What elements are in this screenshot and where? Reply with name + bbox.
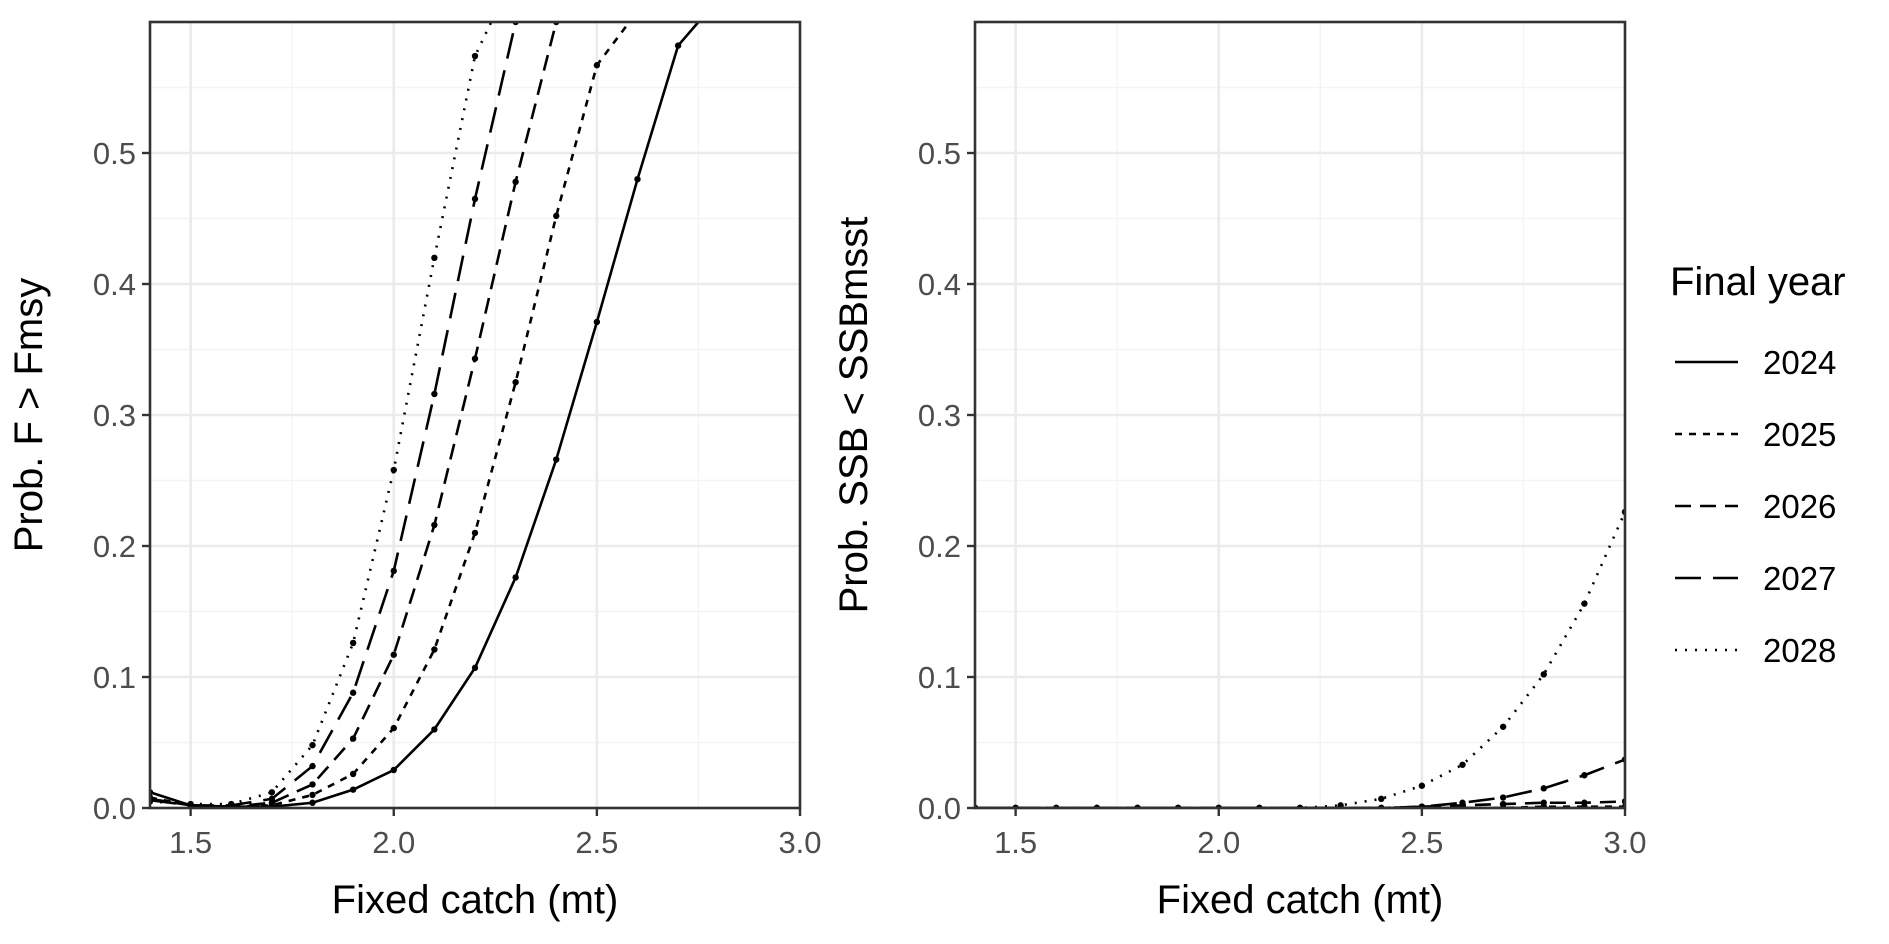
data-point-2026 (309, 781, 316, 788)
x-axis-title: Fixed catch (mt) (332, 878, 619, 922)
data-point-2026 (431, 521, 438, 529)
y-tick-label: 0.5 (93, 136, 136, 171)
data-point-2028 (471, 52, 479, 60)
data-point-2027 (349, 689, 357, 696)
data-point-2025 (553, 212, 560, 220)
legend-title: Final year (1670, 260, 1846, 304)
data-point-2025 (309, 791, 316, 799)
data-point-2028 (187, 800, 194, 808)
y-tick-label: 0.4 (918, 267, 961, 302)
data-point-2027 (471, 195, 479, 203)
legend-label-2027: 2027 (1763, 560, 1836, 597)
data-point-2027 (1540, 785, 1547, 792)
data-point-2027 (268, 795, 276, 803)
plot-area (150, 22, 700, 808)
data-point-2028 (1581, 600, 1588, 607)
x-axis-title: Fixed catch (mt) (1157, 878, 1444, 922)
data-point-2025 (349, 770, 357, 778)
data-point-2026 (512, 178, 519, 186)
legend-items: 2024 2025 2026 2027 2028 (1675, 344, 1836, 669)
y-tick-label: 0.0 (93, 791, 136, 826)
data-point-2028 (431, 254, 438, 261)
data-point-2026 (1499, 800, 1507, 808)
data-point-2027 (1499, 794, 1507, 801)
data-point-2024 (593, 318, 601, 326)
y-tick-label: 0.3 (918, 398, 961, 433)
x-tick-label: 2.0 (1197, 825, 1240, 860)
legend-label-2025: 2025 (1763, 416, 1836, 453)
data-point-2028 (309, 741, 316, 749)
y-axis-title: Prob. SSB < SSBmsst (832, 217, 876, 614)
data-point-2024 (349, 786, 357, 793)
y-tick-label: 0.4 (93, 267, 136, 302)
legend-label-2024: 2024 (1763, 344, 1836, 381)
x-tick-label: 2.0 (372, 825, 415, 860)
right-panel-ssb-under-ssbmsst: 1.5 2.0 2.5 3.0 0.0 0.1 0.2 0.3 0.4 0.5 Fixed catc… (832, 20, 1647, 922)
data-point-2026 (349, 735, 357, 742)
y-tick-label: 0.0 (918, 791, 961, 826)
data-point-2024 (674, 42, 682, 49)
data-point-2028 (228, 800, 235, 808)
series-line-2028 (150, 22, 493, 806)
data-point-2028 (1499, 723, 1507, 730)
data-point-2027 (390, 567, 397, 575)
y-tick-label: 0.1 (918, 660, 961, 695)
legend: Final year 2024 2025 2026 2027 2028 (1670, 260, 1846, 669)
y-tick-label: 0.3 (93, 398, 136, 433)
data-point-2028 (1459, 761, 1466, 768)
data-point-2026 (390, 651, 397, 658)
data-point-2025 (471, 529, 479, 537)
data-point-2026 (1540, 799, 1547, 806)
data-point-2025 (593, 62, 601, 69)
series-line-2027 (150, 22, 517, 807)
data-point-2024 (390, 766, 397, 774)
data-point-2028 (268, 789, 276, 796)
x-tick-label: 1.5 (994, 825, 1037, 860)
data-point-2025 (431, 646, 438, 653)
data-point-2028 (1540, 671, 1547, 678)
legend-label-2028: 2028 (1763, 632, 1836, 669)
data-point-2027 (1459, 799, 1466, 806)
data-point-2027 (431, 390, 438, 398)
x-tick-label: 3.0 (1603, 825, 1646, 860)
data-point-2027 (309, 762, 316, 770)
data-point-2024 (634, 176, 641, 183)
x-tick-label: 1.5 (169, 825, 212, 860)
series-line-2027 (975, 758, 1625, 808)
data-point-2024 (553, 456, 560, 463)
data-point-2028 (1418, 782, 1426, 789)
y-tick-label: 0.1 (93, 660, 136, 695)
data-point-2025 (390, 724, 397, 732)
y-tick-label: 0.2 (93, 529, 136, 564)
data-point-2026 (471, 355, 479, 362)
y-tick-label: 0.2 (918, 529, 961, 564)
data-point-2028 (390, 466, 397, 474)
data-point-2025 (512, 379, 519, 386)
data-point-2024 (471, 664, 479, 672)
x-tick-label: 2.5 (575, 825, 618, 860)
data-point-2024 (309, 799, 316, 806)
left-panel-f-over-fmsy: 1.5 2.0 2.5 3.0 0.0 0.1 0.2 0.3 0.4 0.5 Fixed catc… (7, 20, 822, 922)
data-point-2028 (349, 639, 357, 647)
data-point-2024 (431, 726, 438, 733)
data-point-2028 (1337, 802, 1344, 808)
y-tick-label: 0.5 (918, 136, 961, 171)
x-tick-label: 2.5 (1400, 825, 1443, 860)
legend-label-2026: 2026 (1763, 488, 1836, 525)
y-axis-title: Prob. F > Fmsy (7, 278, 51, 553)
data-point-2028 (1378, 795, 1385, 803)
data-point-2027 (1581, 772, 1588, 779)
x-tick-label: 3.0 (778, 825, 821, 860)
data-point-2024 (512, 574, 519, 581)
data-point-2026 (1581, 799, 1588, 806)
